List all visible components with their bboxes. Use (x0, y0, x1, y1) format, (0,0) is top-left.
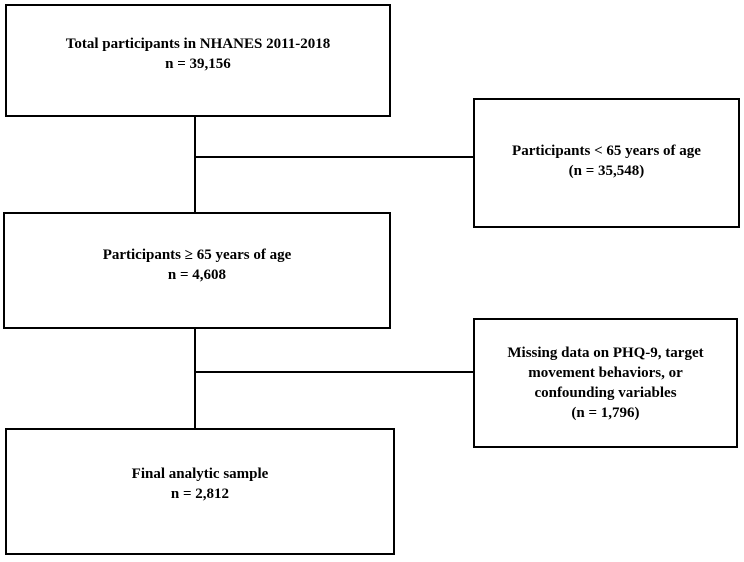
box-final-label: Final analytic sample (131, 465, 269, 482)
box-65plus-label: Participants ≥ 65 years of age (102, 247, 292, 263)
box-under65-count: (n = 35,548) (568, 163, 645, 179)
box-excluded-under-65: Participants < 65 years of age (n = 35,5… (473, 98, 740, 228)
box-total-count: n = 39,156 (165, 55, 231, 72)
box-missing-label: Missing data on PHQ-9, target movement b… (507, 345, 704, 401)
box-missing-count: (n = 1,796) (571, 405, 640, 421)
connector-branch-missing (195, 371, 473, 373)
box-age-65-plus: Participants ≥ 65 years of age n = 4,608 (3, 212, 391, 329)
box-65plus-count: n = 4,608 (167, 267, 227, 283)
box-under65-label: Participants < 65 years of age (512, 143, 701, 159)
box-final-count: n = 2,812 (170, 485, 230, 502)
connector-total-to-65plus (194, 117, 196, 212)
box-total-participants: Total participants in NHANES 2011-2018 n… (5, 4, 391, 117)
connector-branch-under65 (195, 156, 473, 158)
box-excluded-missing-data: Missing data on PHQ-9, target movement b… (473, 318, 738, 448)
connector-65plus-to-final (194, 329, 196, 428)
box-total-label: Total participants in NHANES 2011-2018 (65, 35, 331, 52)
box-final-sample: Final analytic sample n = 2,812 (5, 428, 395, 555)
